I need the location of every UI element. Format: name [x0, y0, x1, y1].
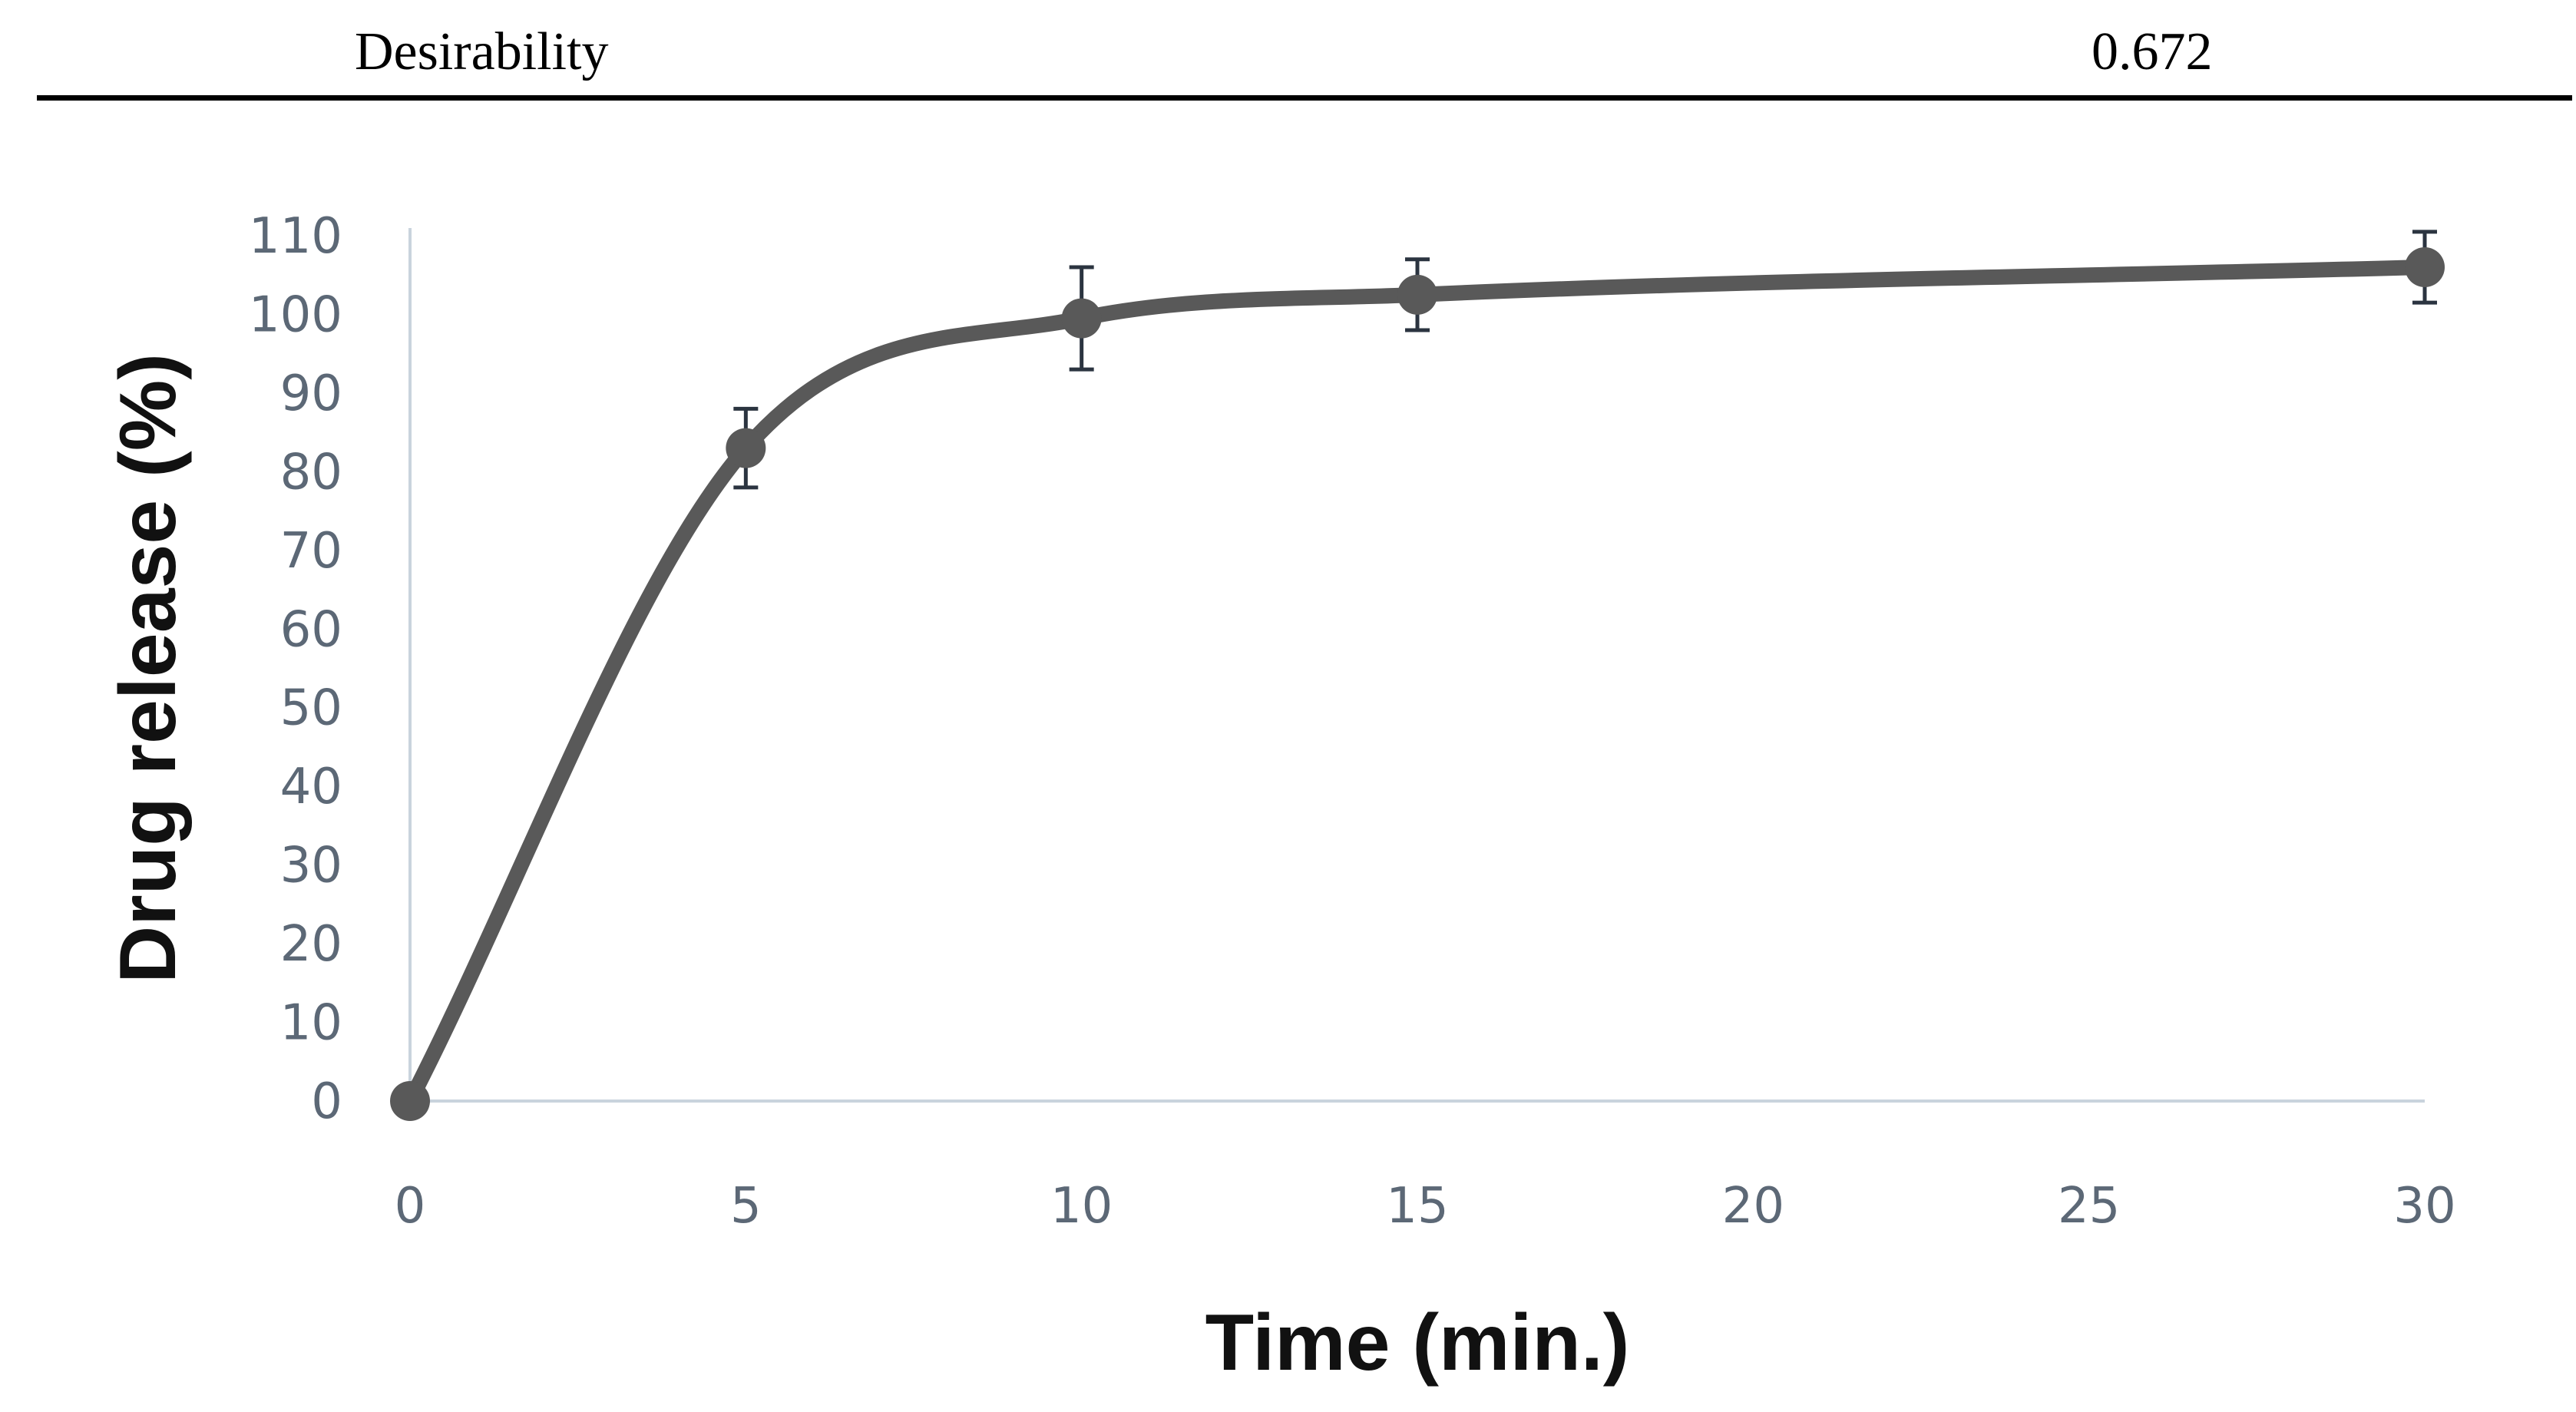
data-point	[2405, 246, 2445, 287]
x-tick-label: 10	[1050, 1178, 1113, 1235]
data-point	[726, 428, 766, 468]
y-tick-label: 50	[280, 680, 342, 737]
x-axis-title: Time (min.)	[1205, 1298, 1630, 1387]
x-tick-label: 5	[730, 1178, 762, 1235]
x-tick-label: 0	[395, 1178, 426, 1235]
data-point	[390, 1081, 430, 1121]
y-tick-label: 100	[249, 286, 342, 343]
y-tick-label: 60	[280, 601, 342, 658]
y-tick-label: 20	[280, 916, 342, 973]
y-tick-label: 90	[280, 365, 342, 422]
y-tick-label: 80	[280, 444, 342, 501]
x-tick-label: 25	[2058, 1178, 2120, 1235]
y-tick-label: 10	[280, 995, 342, 1052]
series-layer	[390, 230, 2445, 1121]
data-point	[1397, 274, 1437, 315]
x-tick-label: 15	[1386, 1178, 1448, 1235]
table-label-cell: Desirability	[355, 22, 609, 81]
y-tick-label: 0	[311, 1073, 342, 1130]
table-bottom-rule	[37, 95, 2572, 101]
y-tick-label: 30	[280, 838, 342, 894]
x-tick-label: 20	[1722, 1178, 1784, 1235]
tick-labels: 0 10 20 30 40 50 60 70 80 90 100 110 0 5 10 15 20 25 30	[249, 208, 2456, 1235]
series-line	[402, 259, 2432, 1109]
y-axis-title: Drug release (%)	[104, 353, 193, 984]
x-tick-label: 30	[2393, 1178, 2455, 1235]
y-tick-label: 40	[280, 759, 342, 815]
y-tick-label: 110	[249, 208, 342, 265]
table-value-cell: 0.672	[2092, 22, 2213, 81]
table-row: Desirability 0.672	[0, 0, 2576, 101]
y-tick-label: 70	[280, 523, 342, 580]
axes	[408, 228, 2425, 1103]
data-point	[1061, 298, 1102, 339]
